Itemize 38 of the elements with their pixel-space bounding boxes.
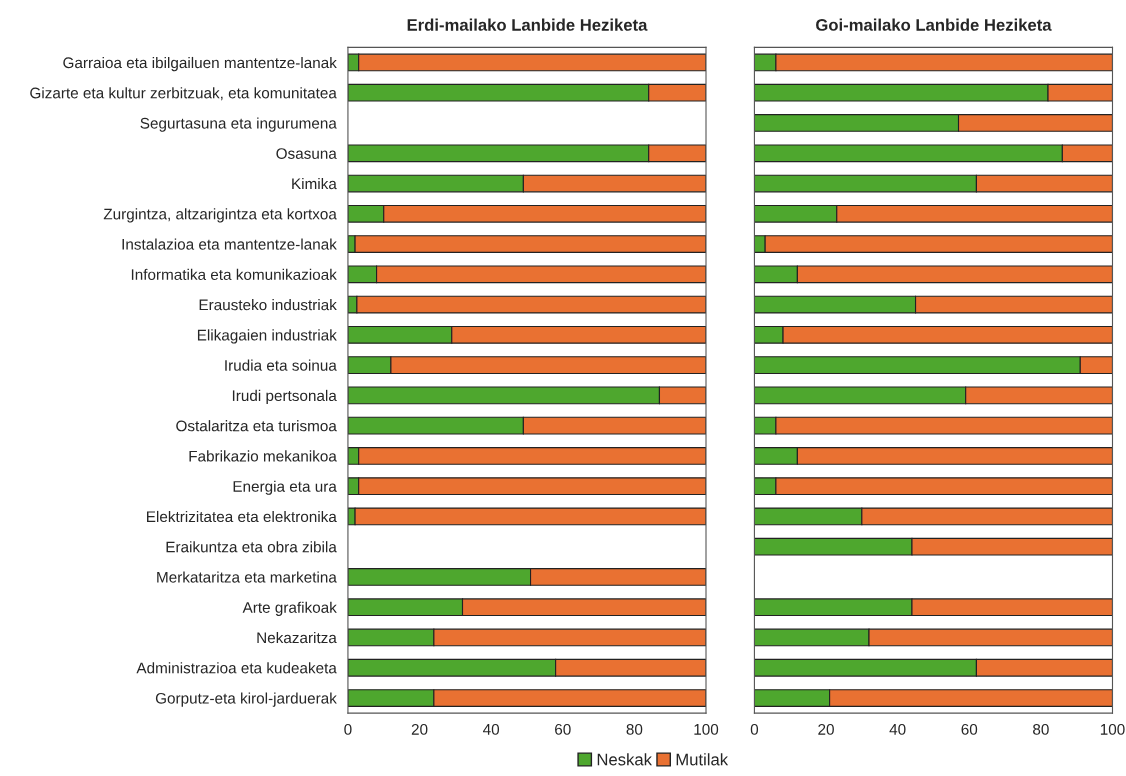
y-tick-label: Ostalaritza eta turismoa (176, 420, 337, 432)
y-tick-label: Elikagaien industriak (197, 329, 337, 344)
legend-label: Mutilak (676, 753, 729, 766)
y-tick-label: Zurgintza, altzarigintza eta kortxoa (103, 208, 337, 223)
x-tick-label: 20 (818, 723, 834, 735)
legend-label: Neskak (597, 753, 652, 766)
x-tick-label: 0 (750, 723, 759, 735)
x-tick-label: 80 (626, 723, 643, 735)
x-tick-label: 60 (555, 723, 571, 735)
y-tick-label: Nekazaritza (257, 631, 337, 644)
x-tick-label: 0 (344, 723, 352, 735)
x-tick-label: 100 (694, 723, 719, 735)
y-tick-label: Erausteko industriak (199, 299, 337, 311)
y-tick-label: Gizarte eta kultur zerbitzuak, eta komunitatea (30, 87, 337, 101)
y-tick-label: Administrazioa eta kudeaketa (136, 662, 337, 674)
x-tick-label: 80 (1033, 723, 1049, 735)
y-tick-label: Gorputz-eta kirol-jarduerak (155, 692, 337, 707)
y-tick-label: Elektrizitatea eta elektronika (147, 510, 337, 523)
chart-title: Goi-mailako Lanbide Heziketa (816, 18, 1052, 31)
y-tick-label: Instalazioa eta mantentze-lanak (122, 238, 337, 250)
y-tick-label: Fabrikazio mekanikoa (189, 450, 337, 462)
y-tick-label: Arte grafikoak (242, 601, 337, 616)
y-tick-label: Osasuna (276, 148, 337, 159)
y-tick-label: Garraioa eta ibilgailuen mantentze-lanak (63, 56, 337, 72)
x-tick-label: 40 (483, 723, 500, 735)
x-tick-label: 40 (889, 723, 906, 735)
x-tick-label: 100 (1100, 723, 1125, 735)
y-tick-label: Segurtasuna eta ingurumena (140, 117, 337, 132)
y-tick-label: Eraikuntza eta obra zibila (166, 541, 337, 553)
x-tick-label: 20 (411, 723, 428, 735)
y-tick-label: Irudi pertsonala (232, 389, 337, 405)
y-tick-label: Irudia eta soinua (225, 359, 337, 371)
y-tick-label: Merkataritza eta marketina (157, 571, 337, 583)
chart-title: Erdi-mailako Lanbide Heziketa (407, 18, 648, 31)
y-tick-label: Energia eta ura (233, 480, 337, 495)
x-tick-label: 60 (961, 723, 978, 735)
y-tick-label: Kimika (292, 177, 337, 190)
y-tick-label: Informatika eta komunikazioak (131, 268, 337, 280)
